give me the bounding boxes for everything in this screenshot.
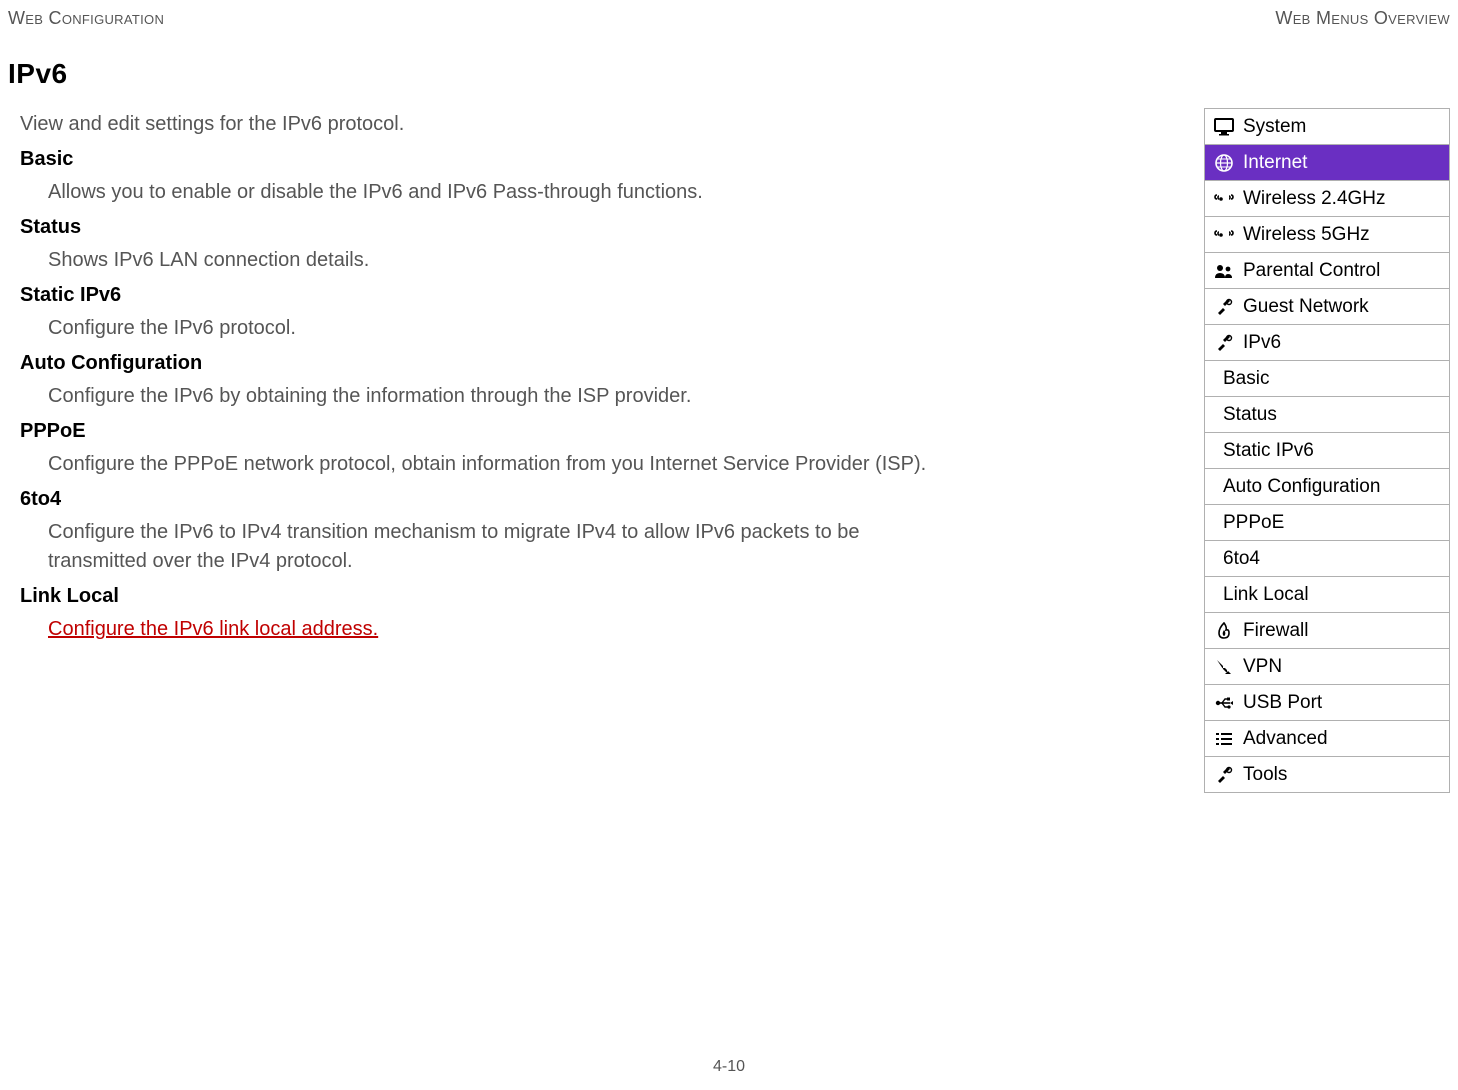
- menu-label: IPv6: [1243, 332, 1281, 354]
- sub-pppoe[interactable]: PPPoE: [1205, 505, 1449, 541]
- desc-status: Shows IPv6 LAN connection details.: [48, 246, 960, 275]
- menu-label: Wireless 5GHz: [1243, 224, 1370, 246]
- globe-icon: [1211, 152, 1237, 174]
- menu-label: USB Port: [1243, 692, 1322, 714]
- menu-item-ipv6[interactable]: IPv6: [1205, 325, 1449, 361]
- sub-6to4[interactable]: 6to4: [1205, 541, 1449, 577]
- desc-static-ipv6: Configure the IPv6 protocol.: [48, 314, 960, 343]
- fire-icon: [1211, 620, 1237, 642]
- wifi-icon: [1211, 224, 1237, 246]
- header-right: Web Menus Overview: [1275, 8, 1450, 29]
- menu-label: Wireless 2.4GHz: [1243, 188, 1386, 210]
- sidebar-menu: System Internet Wireless 2.4GHz Wireless…: [1204, 108, 1450, 793]
- term-pppoe: PPPoE: [20, 417, 960, 446]
- intro-text: View and edit settings for the IPv6 prot…: [20, 110, 960, 139]
- desc-basic: Allows you to enable or disable the IPv6…: [48, 178, 960, 207]
- tools-icon: [1211, 332, 1237, 354]
- term-auto-config: Auto Configuration: [20, 349, 960, 378]
- usb-icon: [1211, 692, 1237, 714]
- menu-item-system[interactable]: System: [1205, 109, 1449, 145]
- list-icon: [1211, 728, 1237, 750]
- users-icon: [1211, 260, 1237, 282]
- menu-label: Internet: [1243, 152, 1307, 174]
- menu-item-wireless-5[interactable]: Wireless 5GHz: [1205, 217, 1449, 253]
- link-local-link[interactable]: Configure the IPv6 link local address.: [48, 615, 378, 644]
- sub-link-local[interactable]: Link Local: [1205, 577, 1449, 613]
- menu-label: VPN: [1243, 656, 1282, 678]
- tools-icon: [1211, 296, 1237, 318]
- desc-auto-config: Configure the IPv6 by obtaining the info…: [48, 382, 960, 411]
- term-6to4: 6to4: [20, 485, 960, 514]
- menu-item-usb[interactable]: USB Port: [1205, 685, 1449, 721]
- header-left: Web Configuration: [8, 8, 164, 29]
- sub-auto-config[interactable]: Auto Configuration: [1205, 469, 1449, 505]
- sub-status[interactable]: Status: [1205, 397, 1449, 433]
- menu-item-tools[interactable]: Tools: [1205, 757, 1449, 793]
- term-static-ipv6: Static IPv6: [20, 281, 960, 310]
- arrow-icon: [1211, 656, 1237, 678]
- monitor-icon: [1211, 116, 1237, 138]
- term-link-local: Link Local: [20, 582, 960, 611]
- menu-label: Tools: [1243, 764, 1287, 786]
- term-status: Status: [20, 213, 960, 242]
- page-number: 4-10: [713, 1058, 745, 1076]
- desc-pppoe: Configure the PPPoE network protocol, ob…: [48, 450, 960, 479]
- menu-label: Advanced: [1243, 728, 1328, 750]
- tools-icon: [1211, 764, 1237, 786]
- page-title: IPv6: [8, 58, 68, 90]
- menu-label: System: [1243, 116, 1306, 138]
- term-basic: Basic: [20, 145, 960, 174]
- menu-label: Firewall: [1243, 620, 1308, 642]
- menu-item-wireless-24[interactable]: Wireless 2.4GHz: [1205, 181, 1449, 217]
- wifi-icon: [1211, 188, 1237, 210]
- desc-6to4: Configure the IPv6 to IPv4 transition me…: [48, 518, 960, 576]
- menu-item-firewall[interactable]: Firewall: [1205, 613, 1449, 649]
- menu-item-internet[interactable]: Internet: [1205, 145, 1449, 181]
- menu-item-vpn[interactable]: VPN: [1205, 649, 1449, 685]
- sub-static-ipv6[interactable]: Static IPv6: [1205, 433, 1449, 469]
- menu-label: Guest Network: [1243, 296, 1369, 318]
- menu-item-guest[interactable]: Guest Network: [1205, 289, 1449, 325]
- menu-label: Parental Control: [1243, 260, 1380, 282]
- menu-item-parental[interactable]: Parental Control: [1205, 253, 1449, 289]
- content-body: View and edit settings for the IPv6 prot…: [20, 110, 960, 650]
- menu-item-advanced[interactable]: Advanced: [1205, 721, 1449, 757]
- sub-basic[interactable]: Basic: [1205, 361, 1449, 397]
